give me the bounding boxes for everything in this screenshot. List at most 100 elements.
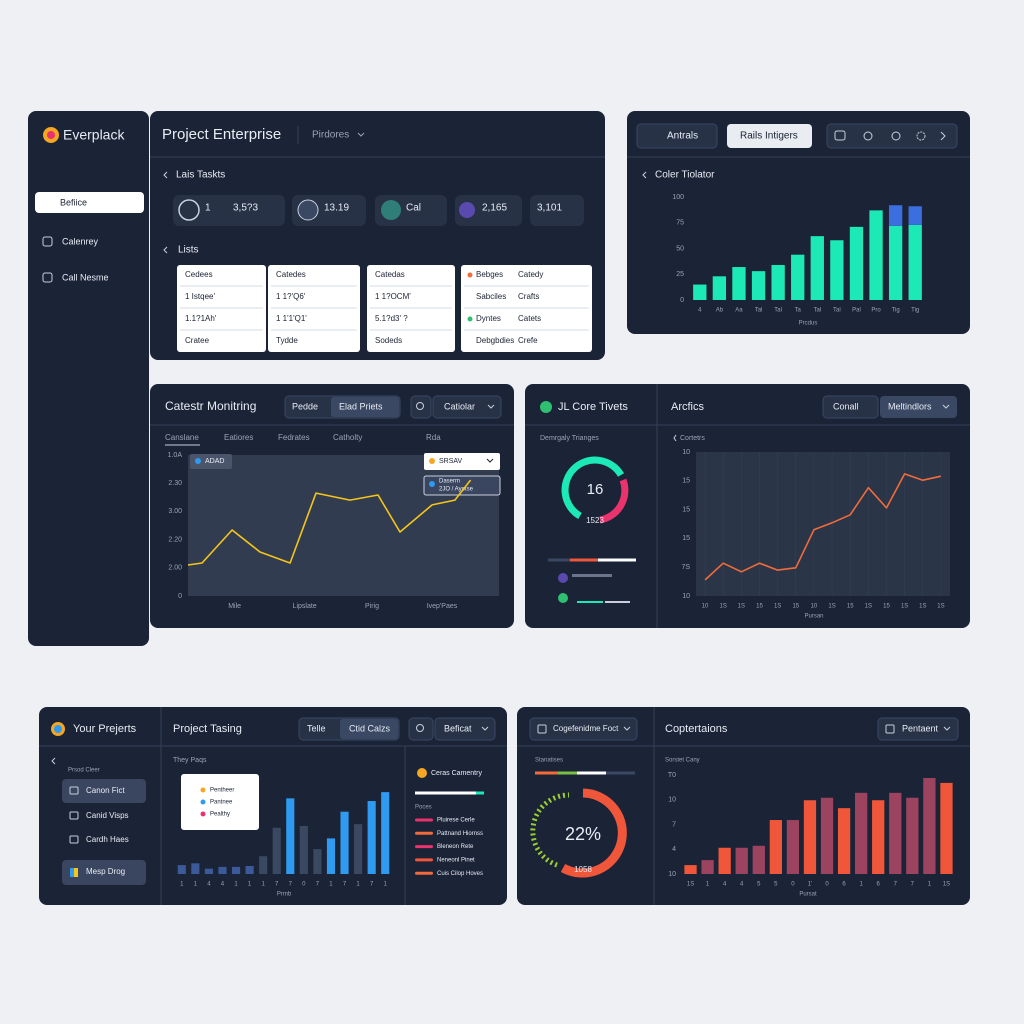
bar (177, 865, 186, 874)
cell: Tydde (276, 336, 298, 345)
select[interactable] (424, 453, 500, 470)
button-label[interactable]: Meltindlors (888, 401, 932, 411)
subtab[interactable]: Eatiores (224, 433, 253, 442)
button-label[interactable]: Conall (833, 401, 859, 411)
cell: Sodeds (375, 336, 402, 345)
cell: Catedy (518, 270, 543, 279)
x-tick-label: 7 (911, 882, 915, 888)
cell: Catedas (375, 270, 405, 279)
list-item-active[interactable] (62, 779, 146, 803)
chevron (357, 132, 365, 137)
subtitle: They Paqs (173, 757, 207, 764)
tooltip (423, 475, 501, 496)
brand: Everplack (63, 127, 125, 143)
y-tick-label: 15 (682, 535, 690, 542)
stat-chip (530, 195, 584, 226)
subtab[interactable]: Canslane (165, 433, 199, 442)
icon (537, 724, 547, 734)
stat: 1 (205, 203, 211, 214)
button-label[interactable]: Rails Intigers (740, 131, 798, 142)
tab[interactable]: Ctid Calzs (349, 723, 391, 733)
y-tick-label: 0 (680, 297, 684, 304)
icon (69, 811, 79, 820)
x-tick-label: 1S (720, 604, 727, 610)
bar-segment (888, 225, 903, 300)
icon (69, 835, 79, 844)
item-icon (558, 573, 568, 583)
logo-core (54, 725, 62, 733)
y-tick-label: 15 (682, 506, 690, 513)
x-tick-label: Ab (716, 308, 724, 314)
gauge-ticks (530, 792, 570, 868)
x-tick-label: 1S (738, 604, 745, 610)
dropdown-label[interactable]: Beficat (444, 723, 472, 733)
bar-segment (712, 276, 727, 300)
plot-area (696, 452, 950, 596)
dropdown[interactable] (434, 717, 496, 741)
select-label[interactable]: SRSAV (439, 458, 463, 465)
dropdown[interactable] (877, 717, 959, 741)
subtitle: Demrgaly Trianges (540, 435, 599, 442)
bar-segment (810, 236, 824, 300)
button[interactable] (727, 124, 812, 148)
search[interactable] (408, 717, 434, 741)
button-label[interactable]: Antrals (667, 131, 698, 142)
dropdown-label[interactable]: Pentaent (902, 723, 939, 733)
tab[interactable]: Telle (307, 723, 326, 733)
nav-item[interactable]: Call Nesme (62, 272, 109, 282)
nav-item[interactable]: Calenrey (62, 236, 99, 246)
stat: 13.19 (324, 203, 349, 214)
list-item[interactable]: Mesp Drog (86, 867, 125, 876)
button[interactable] (822, 395, 879, 419)
list-item[interactable]: Canon Fict (86, 786, 125, 795)
stat-icon (459, 202, 475, 218)
stat-chip (455, 195, 522, 226)
x-tick-label: 1S (901, 604, 908, 610)
subtab[interactable]: Catholty (333, 433, 362, 442)
dropdown-label[interactable]: Cogefenidme Foct (553, 724, 619, 733)
list-item[interactable]: Cardh Haes (86, 835, 129, 844)
dropdown[interactable] (529, 717, 638, 741)
nav-active[interactable] (35, 192, 144, 213)
chevron (51, 757, 56, 765)
gauge-arc (560, 788, 627, 878)
button[interactable] (880, 396, 957, 418)
bar-segment (732, 267, 746, 300)
chevron (642, 171, 647, 179)
cell: Cratee (185, 336, 210, 345)
item-swatch (415, 831, 433, 835)
dropdown-label[interactable]: Catiolar (444, 401, 475, 411)
search[interactable] (410, 395, 432, 419)
panel-title: Coptertaions (665, 723, 728, 735)
list-item-active[interactable] (62, 860, 146, 885)
list-item[interactable]: Canid Visps (86, 811, 129, 820)
x-tick-label: 6 (877, 882, 881, 888)
x-tick-label: Pro (871, 308, 881, 314)
x-axis-title: Prmb (277, 892, 292, 898)
cell: Bebges (476, 270, 503, 279)
panel-title: Arcfics (671, 401, 705, 413)
x-tick-label: 1 (928, 882, 932, 888)
x-tick-label: 1S (828, 604, 835, 610)
tab[interactable]: Elad Priets (339, 401, 383, 411)
panel-title: JL Core Tivets (558, 401, 628, 413)
x-tick-label: Pal (852, 308, 861, 314)
bar (701, 860, 714, 874)
button[interactable] (636, 123, 718, 149)
chevron (163, 171, 168, 179)
subtab[interactable]: Fedrates (278, 433, 310, 442)
dropdown[interactable] (432, 395, 502, 419)
nav-item[interactable]: Befiice (60, 197, 87, 207)
cell: 1 1?OCM' (375, 292, 411, 301)
bar-segment (869, 210, 883, 300)
y-tick-label: 3.00 (168, 508, 182, 515)
x-tick-label: 1 (859, 882, 863, 888)
x-tick-label: 0 (302, 882, 306, 888)
tab[interactable]: Pedde (292, 401, 318, 411)
x-tick-label: 1 (248, 882, 252, 888)
x-tick-label: 1 (180, 882, 184, 888)
dropdown[interactable]: Pirdores (312, 130, 349, 141)
y-tick-label: 2.20 (168, 536, 182, 543)
subtab[interactable]: Rda (426, 433, 441, 442)
cell: Cedees (185, 270, 213, 279)
